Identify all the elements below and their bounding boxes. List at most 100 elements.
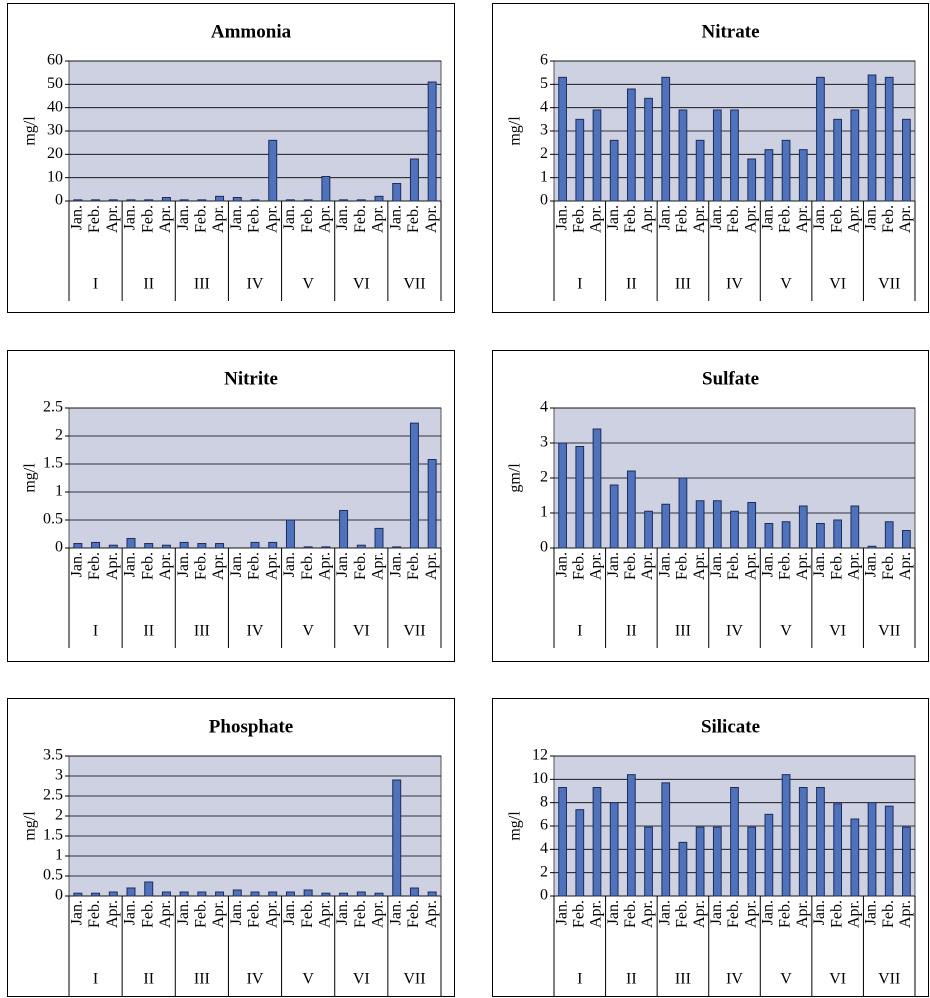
x-tick-label: Feb.	[352, 900, 369, 928]
x-tick-label: Feb.	[352, 552, 369, 580]
bar	[339, 509, 349, 549]
bar	[902, 118, 911, 202]
x-tick-label: Jan.	[387, 552, 404, 577]
x-tick-label: Jan.	[553, 900, 570, 925]
x-tick-label: Jan.	[863, 900, 880, 925]
x-tick-label: Feb.	[405, 552, 422, 580]
x-tick-label: Feb.	[880, 205, 897, 233]
bar	[747, 502, 757, 549]
x-tick-label: Feb.	[352, 205, 369, 233]
bar	[91, 199, 101, 202]
x-tick-label: Feb.	[777, 552, 794, 580]
x-tick-label: Jan.	[281, 205, 298, 230]
x-tick-label: Jan.	[69, 552, 86, 577]
bar	[144, 881, 154, 897]
x-tick-label: Apr.	[317, 900, 334, 928]
group-label: V	[780, 276, 792, 293]
bar	[161, 891, 171, 897]
x-tick-label: Jan.	[228, 552, 245, 577]
bar	[126, 199, 136, 202]
bar	[833, 118, 843, 202]
group-label: II	[143, 623, 154, 640]
bar	[197, 199, 207, 202]
bar	[816, 523, 825, 549]
bar	[884, 76, 894, 202]
y-tick-label: 1	[55, 483, 63, 500]
group-label: II	[143, 276, 154, 293]
x-tick-label: Feb.	[725, 205, 742, 233]
x-tick-label: Jan.	[281, 552, 298, 577]
bar	[712, 500, 722, 549]
y-tick-label: 4	[540, 840, 548, 857]
bar	[592, 787, 602, 897]
bar	[91, 892, 101, 897]
x-tick-label: Jan.	[334, 900, 351, 925]
y-axis-label: mg/l	[22, 116, 39, 146]
x-tick-label: Feb.	[725, 900, 742, 928]
bar	[303, 889, 313, 897]
bar	[730, 109, 739, 202]
bar	[356, 199, 366, 202]
bar	[592, 109, 602, 202]
x-tick-label: Apr.	[691, 900, 708, 928]
group-label: III	[194, 623, 210, 640]
bar	[609, 802, 619, 897]
bar	[126, 887, 136, 897]
y-tick-label: 2	[55, 807, 63, 824]
x-tick-label: Apr.	[263, 900, 280, 928]
chart-title: Nitrate	[701, 21, 759, 42]
bar	[303, 199, 313, 202]
x-tick-label: Apr.	[794, 205, 811, 233]
x-tick-label: Jan.	[122, 205, 139, 230]
x-tick-label: Jan.	[656, 900, 673, 925]
x-tick-label: Apr.	[639, 205, 656, 233]
bar	[798, 505, 808, 549]
x-tick-label: Apr.	[104, 552, 121, 580]
bar	[626, 774, 636, 897]
x-tick-label: Apr.	[370, 205, 387, 233]
y-tick-label: 10	[532, 770, 548, 787]
x-tick-label: Feb.	[299, 900, 316, 928]
y-tick-label: 0	[55, 887, 63, 904]
bar	[268, 891, 278, 897]
bar	[427, 81, 437, 202]
y-tick-label: 8	[540, 793, 548, 810]
bar	[730, 510, 739, 549]
bar	[374, 892, 384, 897]
bar	[392, 183, 402, 202]
x-tick-label: Feb.	[193, 900, 210, 928]
bar	[91, 541, 101, 549]
bar	[833, 803, 843, 897]
x-tick-label: Apr.	[157, 900, 174, 928]
bar	[781, 521, 791, 549]
group-label: VI	[353, 623, 370, 640]
group-label: IV	[726, 276, 743, 293]
bar	[850, 505, 860, 549]
group-label: IV	[726, 971, 743, 988]
y-tick-label: 3	[540, 434, 548, 451]
bar	[250, 891, 260, 897]
x-tick-label: Feb.	[139, 205, 156, 233]
y-tick-label: 0	[540, 887, 548, 904]
group-label: V	[780, 971, 792, 988]
bar	[850, 109, 860, 202]
bar	[661, 76, 671, 202]
x-tick-label: Jan.	[605, 205, 622, 230]
group-label: II	[143, 971, 154, 988]
x-tick-label: Apr.	[897, 205, 914, 233]
x-tick-label: Apr.	[210, 552, 227, 580]
x-tick-label: Jan.	[553, 552, 570, 577]
x-tick-label: Jan.	[811, 900, 828, 925]
bar	[833, 519, 843, 549]
group-label: VII	[403, 971, 425, 988]
x-tick-label: Feb.	[405, 205, 422, 233]
bar	[575, 118, 585, 202]
y-tick-label: 10	[47, 168, 63, 185]
x-tick-label: Jan.	[228, 900, 245, 925]
y-tick-label: 2	[55, 427, 63, 444]
x-tick-label: Apr.	[897, 552, 914, 580]
y-tick-label: 4	[540, 399, 548, 416]
